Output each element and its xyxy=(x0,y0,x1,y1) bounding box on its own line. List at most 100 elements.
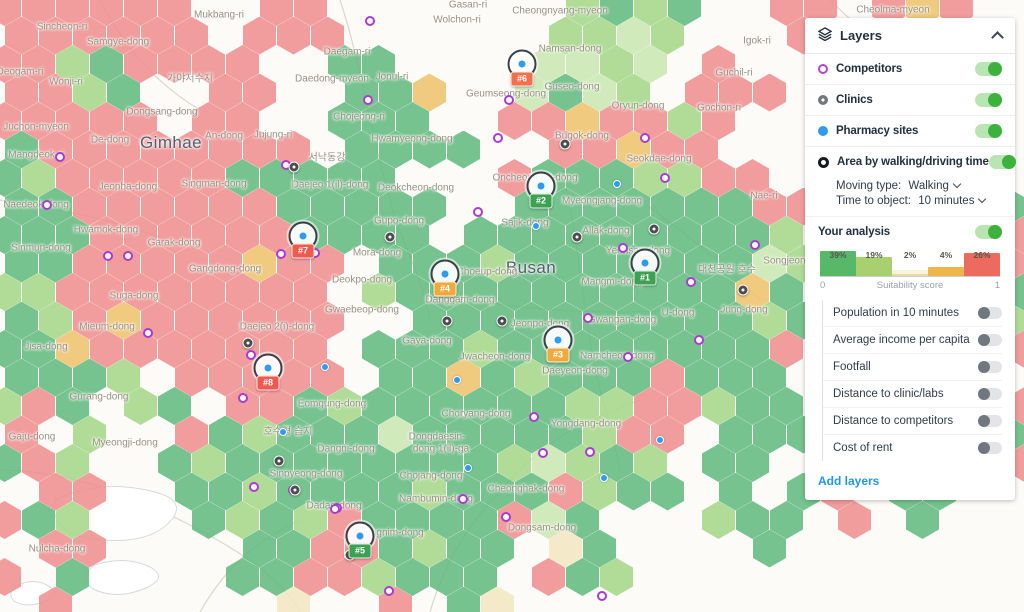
chevron-down-icon[interactable] xyxy=(952,179,962,189)
competitor-marker[interactable] xyxy=(694,335,704,345)
clinic-marker[interactable] xyxy=(242,337,254,349)
toggle-clinics[interactable] xyxy=(975,93,1002,107)
pharmacy-marker[interactable] xyxy=(656,436,664,444)
competitor-marker[interactable] xyxy=(42,200,52,210)
competitor-marker[interactable] xyxy=(597,591,607,601)
toggle-competitors[interactable] xyxy=(975,62,1002,76)
clinic-marker[interactable] xyxy=(648,223,660,235)
site-marker-3[interactable]: #3 xyxy=(543,325,573,363)
competitor-marker[interactable] xyxy=(538,448,548,458)
clinic-marker[interactable] xyxy=(288,161,300,173)
clinic-marker[interactable] xyxy=(571,231,583,243)
competitor-marker[interactable] xyxy=(238,393,248,403)
competitor-marker[interactable] xyxy=(276,249,286,259)
toggle-sublayer-4[interactable] xyxy=(978,415,1002,427)
competitor-marker[interactable] xyxy=(384,586,394,596)
hex-cell xyxy=(379,415,412,454)
hex-cell xyxy=(634,444,667,482)
pharmacy-marker[interactable] xyxy=(321,363,329,371)
competitor-marker[interactable] xyxy=(103,251,113,261)
toggle-your-analysis[interactable] xyxy=(975,225,1002,239)
hex-cell xyxy=(260,387,293,425)
hex-cell xyxy=(464,387,497,425)
competitor-marker[interactable] xyxy=(493,133,503,143)
clinic-marker[interactable] xyxy=(273,455,285,467)
competitor-marker[interactable] xyxy=(249,482,259,492)
toggle-sublayer-1[interactable] xyxy=(978,334,1002,346)
competitor-marker[interactable] xyxy=(363,95,373,105)
competitor-marker[interactable] xyxy=(473,207,483,217)
competitor-marker[interactable] xyxy=(529,412,539,422)
site-marker-1[interactable]: #1 xyxy=(630,248,660,286)
place-label: Sinmun-dong xyxy=(11,242,71,254)
site-marker-4[interactable]: #4 xyxy=(430,259,460,297)
competitor-marker[interactable] xyxy=(123,251,133,261)
competitor-marker[interactable] xyxy=(583,313,593,323)
hex-cell xyxy=(345,415,378,454)
site-marker-2[interactable]: #2 xyxy=(526,171,556,209)
hex-cell xyxy=(209,358,242,397)
pharmacy-marker[interactable] xyxy=(613,180,621,188)
site-marker-7[interactable]: #7 xyxy=(288,221,318,259)
competitor-marker[interactable] xyxy=(143,328,153,338)
sublayer-row-2: Footfall xyxy=(823,354,1002,381)
hex-cell xyxy=(294,273,327,311)
toggle-pharmacy-sites[interactable] xyxy=(975,124,1002,138)
competitor-marker[interactable] xyxy=(458,494,468,504)
competitor-marker[interactable] xyxy=(686,277,696,287)
competitor-marker[interactable] xyxy=(504,95,514,105)
competitor-marker[interactable] xyxy=(246,350,256,360)
layer-row-competitors: Competitors xyxy=(805,54,1015,84)
clinic-marker[interactable] xyxy=(441,315,453,327)
collapse-panel-chevron-icon[interactable] xyxy=(991,30,1004,44)
hex-cell xyxy=(617,358,650,397)
hex-cell xyxy=(345,472,378,511)
pharmacy-marker[interactable] xyxy=(464,464,472,472)
competitor-marker[interactable] xyxy=(750,240,760,250)
hex-cell xyxy=(532,444,565,482)
clinic-marker[interactable] xyxy=(384,231,396,243)
moving-type-select[interactable]: Walking xyxy=(905,180,949,192)
competitor-marker[interactable] xyxy=(618,243,628,253)
add-layers-link[interactable]: Add layers xyxy=(818,474,880,488)
competitor-marker[interactable] xyxy=(55,152,65,162)
layer-label-clinics: Clinics xyxy=(836,94,873,106)
layer-label-competitors: Competitors xyxy=(836,63,903,75)
clinic-marker[interactable] xyxy=(289,484,301,496)
clinic-marker[interactable] xyxy=(496,315,508,327)
pharmacy-marker[interactable] xyxy=(453,376,461,384)
city-label: Busan xyxy=(505,258,557,277)
site-marker-5[interactable]: #5 xyxy=(345,521,375,559)
chevron-down-icon[interactable] xyxy=(978,194,987,204)
competitor-marker[interactable] xyxy=(501,512,511,522)
clinic-marker[interactable] xyxy=(559,138,571,150)
hex-cell xyxy=(413,301,446,340)
toggle-sublayer-3[interactable] xyxy=(978,388,1002,400)
hex-cell xyxy=(600,273,633,311)
pharmacy-marker[interactable] xyxy=(279,428,287,436)
competitor-marker[interactable] xyxy=(585,447,595,457)
pharmacy-marker[interactable] xyxy=(532,222,540,230)
pharmacy-marker[interactable] xyxy=(600,474,608,482)
toggle-sublayer-5[interactable] xyxy=(978,442,1002,454)
place-label: Allak-dong xyxy=(582,225,630,237)
competitor-marker[interactable] xyxy=(640,133,650,143)
clinic-marker[interactable] xyxy=(737,284,749,296)
competitor-marker[interactable] xyxy=(660,173,670,183)
hex-cell xyxy=(39,301,72,340)
site-marker-6[interactable]: #6 xyxy=(507,49,537,87)
competitor-marker[interactable] xyxy=(623,352,633,362)
hex-cell xyxy=(226,273,259,311)
toggle-area-time[interactable] xyxy=(988,155,1016,169)
toggle-sublayer-2[interactable] xyxy=(978,361,1002,373)
place-label: Jeonha-dong xyxy=(98,181,158,193)
time-to-object-select[interactable]: 10 minutes xyxy=(915,195,975,207)
sublayer-row-0: Population in 10 minutes xyxy=(823,300,1002,327)
hex-cell xyxy=(379,73,412,112)
competitor-marker[interactable] xyxy=(330,504,340,514)
site-marker-8[interactable]: #8 xyxy=(253,353,283,391)
hex-cell xyxy=(0,45,21,83)
toggle-sublayer-0[interactable] xyxy=(978,307,1002,319)
competitor-marker[interactable] xyxy=(365,16,375,26)
